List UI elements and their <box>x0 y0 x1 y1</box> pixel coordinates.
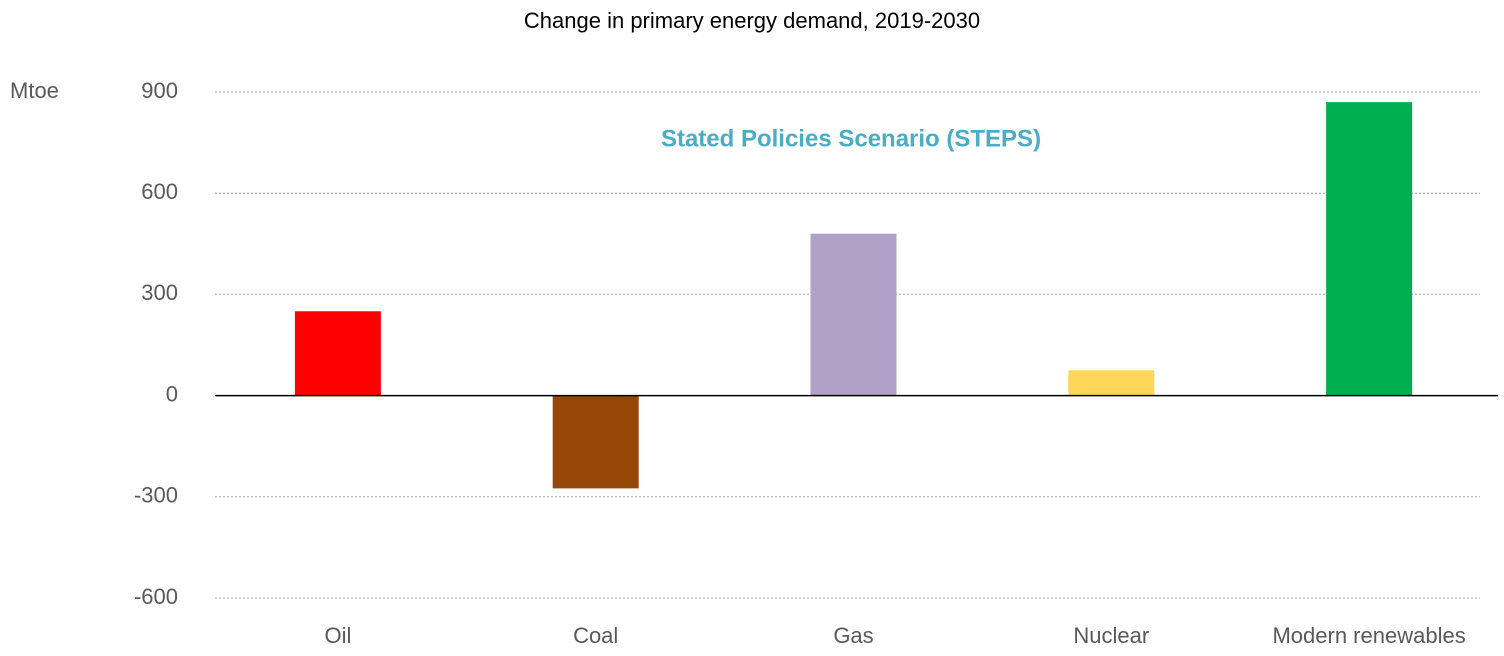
bar <box>810 233 897 396</box>
x-tick-label: Nuclear <box>1073 623 1149 648</box>
bar <box>1326 102 1413 396</box>
y-tick-label: 0 <box>166 381 178 406</box>
chart-title: Change in primary energy demand, 2019-20… <box>524 8 980 33</box>
x-tick-label: Gas <box>833 623 873 648</box>
y-tick-label: 300 <box>141 280 178 305</box>
bar <box>294 311 381 396</box>
bar <box>552 395 639 489</box>
x-tick-label: Coal <box>573 623 618 648</box>
y-axis-label: Mtoe <box>10 78 59 103</box>
y-tick-label: 600 <box>141 179 178 204</box>
x-tick-label: Modern renewables <box>1272 623 1465 648</box>
x-tick-label: Oil <box>324 623 351 648</box>
bar <box>1068 370 1155 396</box>
annotation: Stated Policies Scenario (STEPS) <box>661 125 1041 152</box>
y-tick-label: -300 <box>134 483 178 508</box>
y-tick-label: 900 <box>141 78 178 103</box>
y-tick-label: -600 <box>134 584 178 609</box>
